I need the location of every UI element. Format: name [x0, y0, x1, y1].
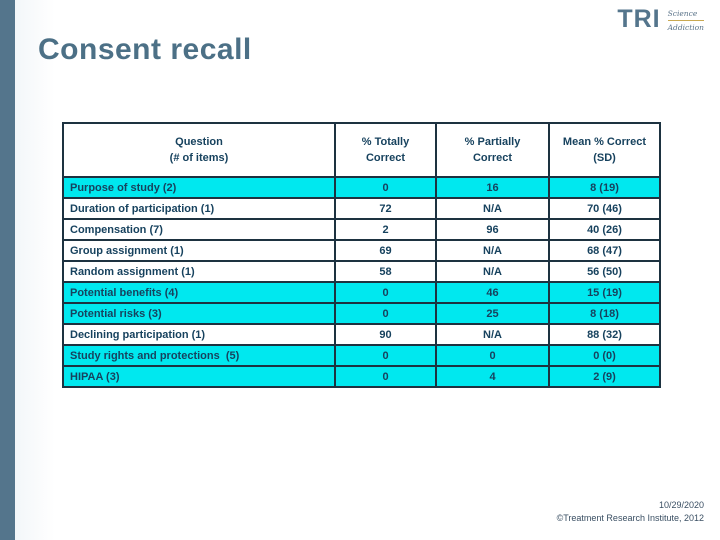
question-cell: Declining participation (1) — [62, 323, 336, 346]
mean-correct-cell: 68 (47) — [548, 239, 661, 262]
tri-logo: TRI Science Addiction — [617, 7, 704, 32]
partially-correct-cell: 25 — [435, 302, 550, 325]
tagline-science: Science — [667, 9, 704, 21]
header-question-line1: Question — [175, 136, 223, 148]
question-cell: Purpose of study (2) — [62, 176, 336, 199]
table-row: Compensation (7) 2 96 40 (26) — [62, 218, 661, 241]
question-cell: Random assignment (1) — [62, 260, 336, 283]
partially-correct-cell: N/A — [435, 323, 550, 346]
question-cell: Compensation (7) — [62, 218, 336, 241]
totally-correct-cell: 0 — [334, 176, 437, 199]
header-partially-line1: % Partially — [464, 136, 521, 148]
table-row: Purpose of study (2) 0 16 8 (19) — [62, 176, 661, 199]
question-cell: Group assignment (1) — [62, 239, 336, 262]
totally-correct-cell: 0 — [334, 344, 437, 367]
header-mean-correct: Mean % Correct (SD) — [548, 122, 661, 178]
question-cell: Potential benefits (4) — [62, 281, 336, 304]
table-row: Study rights and protections (5) 0 0 0 (… — [62, 344, 661, 367]
partially-correct-cell: N/A — [435, 239, 550, 262]
page-title: Consent recall — [38, 33, 252, 66]
totally-correct-cell: 0 — [334, 365, 437, 388]
totally-correct-cell: 0 — [334, 302, 437, 325]
header-mean-line1: Mean % Correct — [562, 136, 647, 148]
question-cell: Study rights and protections (5) — [62, 344, 336, 367]
mean-correct-cell: 8 (19) — [548, 176, 661, 199]
mean-correct-cell: 88 (32) — [548, 323, 661, 346]
partially-correct-cell: 0 — [435, 344, 550, 367]
mean-correct-cell: 56 (50) — [548, 260, 661, 283]
question-cell: Potential risks (3) — [62, 302, 336, 325]
header-question-line2: (# of items) — [169, 152, 229, 164]
totally-correct-cell: 58 — [334, 260, 437, 283]
tri-logo-text: TRI — [617, 5, 661, 33]
question-cell: HIPAA (3) — [62, 365, 336, 388]
slide-footer: 10/29/2020 ©Treatment Research Institute… — [557, 499, 704, 524]
partially-correct-cell: 4 — [435, 365, 550, 388]
mean-correct-cell: 70 (46) — [548, 197, 661, 220]
header-totally-line1: % Totally — [361, 136, 410, 148]
totally-correct-cell: 72 — [334, 197, 437, 220]
mean-correct-cell: 8 (18) — [548, 302, 661, 325]
table-row: Declining participation (1) 90 N/A 88 (3… — [62, 323, 661, 346]
partially-correct-cell: 46 — [435, 281, 550, 304]
table-row: HIPAA (3) 0 4 2 (9) — [62, 365, 661, 388]
mean-correct-cell: 15 (19) — [548, 281, 661, 304]
consent-recall-table: Question (# of items) % Totally Correct … — [62, 122, 661, 388]
header-totally-correct: % Totally Correct — [334, 122, 437, 178]
partially-correct-cell: 96 — [435, 218, 550, 241]
header-question: Question (# of items) — [62, 122, 336, 178]
table-row: Duration of participation (1) 72 N/A 70 … — [62, 197, 661, 220]
table-row: Potential risks (3) 0 25 8 (18) — [62, 302, 661, 325]
table-row: Potential benefits (4) 0 46 15 (19) — [62, 281, 661, 304]
header-mean-line2: (SD) — [593, 152, 616, 164]
totally-correct-cell: 90 — [334, 323, 437, 346]
mean-correct-cell: 2 (9) — [548, 365, 661, 388]
partially-correct-cell: N/A — [435, 260, 550, 283]
table-row: Random assignment (1) 58 N/A 56 (50) — [62, 260, 661, 283]
tagline-addiction: Addiction — [667, 23, 704, 32]
totally-correct-cell: 0 — [334, 281, 437, 304]
question-cell: Duration of participation (1) — [62, 197, 336, 220]
tri-logo-tagline: Science Addiction — [667, 7, 704, 32]
header-partially-line2: Correct — [472, 152, 513, 164]
table-row: Group assignment (1) 69 N/A 68 (47) — [62, 239, 661, 262]
footer-copyright: ©Treatment Research Institute, 2012 — [556, 512, 704, 523]
partially-correct-cell: N/A — [435, 197, 550, 220]
partially-correct-cell: 16 — [435, 176, 550, 199]
slide-accent-bar — [0, 0, 15, 540]
footer-date: 10/29/2020 — [658, 500, 704, 510]
table-header-row: Question (# of items) % Totally Correct … — [62, 122, 661, 178]
totally-correct-cell: 2 — [334, 218, 437, 241]
mean-correct-cell: 40 (26) — [548, 218, 661, 241]
mean-correct-cell: 0 (0) — [548, 344, 661, 367]
header-totally-line2: Correct — [365, 152, 406, 164]
header-partially-correct: % Partially Correct — [435, 122, 550, 178]
totally-correct-cell: 69 — [334, 239, 437, 262]
